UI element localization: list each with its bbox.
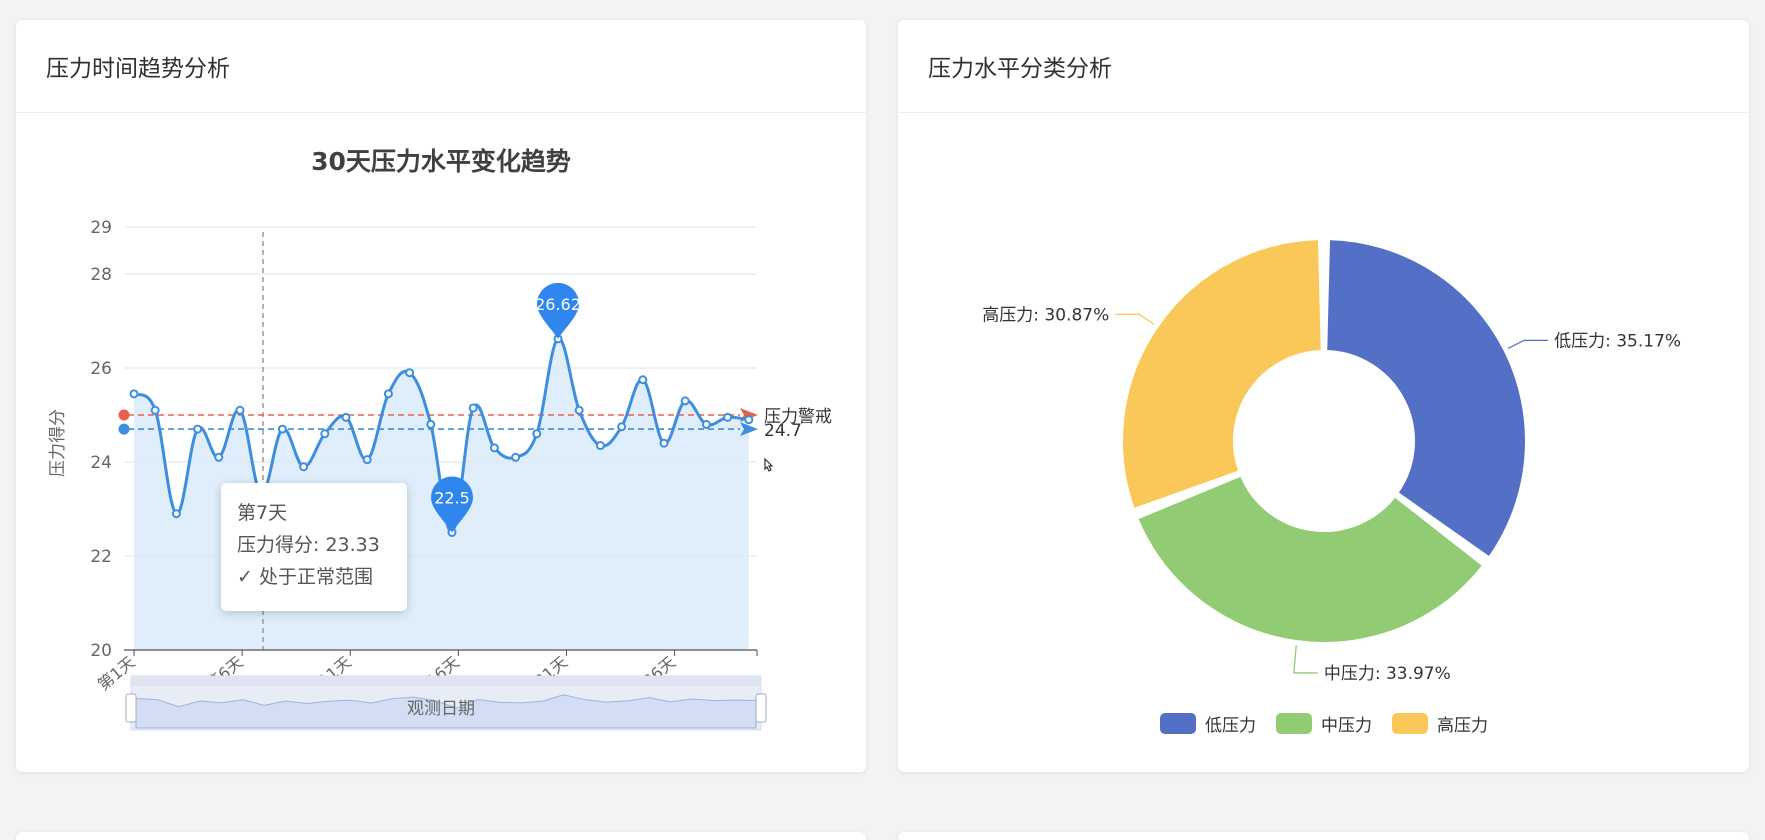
legend-swatch bbox=[1276, 713, 1312, 734]
data-point[interactable] bbox=[383, 389, 393, 399]
data-point[interactable] bbox=[744, 415, 754, 425]
x-axis-label: 观测日期 bbox=[407, 699, 475, 719]
markpoint-pin bbox=[537, 282, 579, 339]
data-point[interactable] bbox=[193, 424, 203, 434]
tooltip-score: 压力得分: 23.33 bbox=[237, 534, 380, 556]
zoom-handle-left[interactable] bbox=[125, 693, 137, 723]
markpoint-label: 22.5 bbox=[434, 489, 470, 508]
data-point[interactable] bbox=[659, 438, 669, 448]
tooltip-status: ✓ 处于正常范围 bbox=[237, 566, 373, 588]
data-point[interactable] bbox=[426, 419, 436, 429]
pie-legend[interactable]: 低压力 中压力 高压力 bbox=[1160, 713, 1488, 736]
data-point[interactable] bbox=[723, 412, 733, 422]
data-point[interactable] bbox=[489, 443, 499, 453]
legend-label: 高压力 bbox=[1437, 716, 1488, 736]
data-points[interactable] bbox=[129, 334, 754, 537]
pie-slice[interactable] bbox=[1136, 474, 1485, 644]
chart-title: 30天压力水平变化趋势 bbox=[311, 147, 571, 176]
y-axis-label: 压力得分 bbox=[48, 409, 68, 477]
y-tick-label: 24 bbox=[90, 453, 112, 473]
next-panel-left bbox=[16, 832, 866, 840]
data-point[interactable] bbox=[511, 452, 521, 462]
pressure-donut-chart[interactable] bbox=[1121, 238, 1527, 644]
data-point[interactable] bbox=[150, 405, 160, 415]
cursor-icon bbox=[764, 457, 774, 472]
trend-panel-title: 压力时间趋势分析 bbox=[16, 20, 866, 113]
data-point[interactable] bbox=[638, 375, 648, 385]
data-point[interactable] bbox=[574, 405, 584, 415]
y-tick-label: 28 bbox=[90, 265, 112, 285]
next-panel-right bbox=[898, 832, 1749, 840]
markline-start bbox=[118, 423, 130, 435]
data-point[interactable] bbox=[362, 455, 372, 465]
data-point[interactable] bbox=[277, 424, 287, 434]
y-tick-label: 26 bbox=[90, 359, 112, 379]
data-point[interactable] bbox=[405, 368, 415, 378]
pie-slice[interactable] bbox=[1325, 238, 1527, 559]
data-point[interactable] bbox=[617, 422, 627, 432]
data-point[interactable] bbox=[680, 396, 690, 406]
data-zoom-slider[interactable]: 观测日期 bbox=[125, 675, 767, 731]
category-panel-title: 压力水平分类分析 bbox=[898, 20, 1749, 113]
leader-line bbox=[1507, 339, 1549, 350]
data-point[interactable] bbox=[171, 509, 181, 519]
data-point[interactable] bbox=[235, 405, 245, 415]
markline-start bbox=[118, 409, 130, 421]
mark-points: 26.62 22.5 bbox=[431, 282, 581, 533]
slice-label: 中压力: 33.97% bbox=[1324, 664, 1451, 684]
hover-tooltip: 第7天 压力得分: 23.33 ✓ 处于正常范围 bbox=[221, 483, 407, 611]
legend-item[interactable]: 高压力 bbox=[1392, 713, 1488, 736]
markpoint-pin bbox=[431, 476, 473, 533]
leader-line bbox=[1293, 645, 1318, 674]
category-panel: 压力水平分类分析 bbox=[898, 20, 1749, 772]
data-point[interactable] bbox=[595, 441, 605, 451]
legend-label: 中压力 bbox=[1321, 716, 1372, 736]
markline-label: 24.7 bbox=[764, 421, 802, 441]
data-point[interactable] bbox=[320, 429, 330, 439]
y-tick-label: 22 bbox=[90, 547, 112, 567]
y-tick-label: 20 bbox=[90, 641, 112, 661]
tooltip-day: 第7天 bbox=[237, 502, 288, 524]
leader-line bbox=[1115, 313, 1155, 326]
data-point[interactable] bbox=[341, 412, 351, 422]
zoom-handle-right[interactable] bbox=[755, 693, 767, 723]
data-point[interactable] bbox=[299, 462, 309, 472]
legend-swatch bbox=[1392, 713, 1428, 734]
markpoint-label: 26.62 bbox=[535, 295, 581, 314]
legend-item[interactable]: 低压力 bbox=[1160, 713, 1256, 736]
y-tick-label: 29 bbox=[90, 218, 112, 238]
data-point[interactable] bbox=[701, 419, 711, 429]
markline-label: 压力警戒 bbox=[764, 407, 832, 427]
zoom-preview-line bbox=[135, 694, 757, 729]
data-point[interactable] bbox=[532, 429, 542, 439]
data-point[interactable] bbox=[468, 403, 478, 413]
legend-item[interactable]: 中压力 bbox=[1276, 713, 1372, 736]
data-point[interactable] bbox=[129, 389, 139, 399]
slice-label: 低压力: 35.17% bbox=[1554, 331, 1681, 351]
slice-labels: 低压力: 35.17% 中压力: 33.97% 高压力: 30.87% bbox=[982, 305, 1681, 684]
pie-slice[interactable] bbox=[1121, 238, 1323, 511]
slice-label: 高压力: 30.87% bbox=[982, 305, 1109, 325]
legend-swatch bbox=[1160, 713, 1196, 734]
legend-label: 低压力 bbox=[1205, 716, 1256, 736]
markline-arrow bbox=[740, 422, 758, 437]
data-point[interactable] bbox=[214, 452, 224, 462]
